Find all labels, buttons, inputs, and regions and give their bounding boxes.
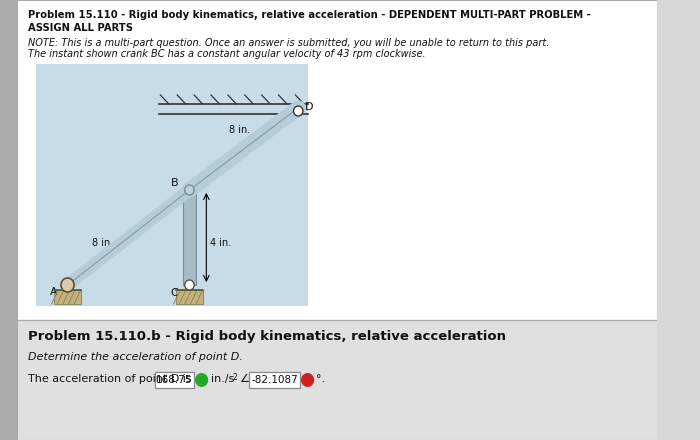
Text: ✓: ✓: [198, 375, 205, 385]
Circle shape: [301, 373, 314, 387]
Text: 4 in.: 4 in.: [210, 238, 231, 247]
Text: 168.75: 168.75: [156, 375, 192, 385]
Text: C: C: [170, 288, 178, 298]
Text: ASSIGN ALL PARTS: ASSIGN ALL PARTS: [28, 23, 133, 33]
Text: 8 in.: 8 in.: [228, 125, 250, 135]
Text: Problem 15.110 - Rigid body kinematics, relative acceleration - DEPENDENT MULTI-: Problem 15.110 - Rigid body kinematics, …: [28, 10, 591, 20]
FancyBboxPatch shape: [155, 372, 194, 388]
Circle shape: [61, 278, 74, 292]
Bar: [55, 290, 80, 304]
Text: The acceleration of point D is: The acceleration of point D is: [28, 374, 195, 384]
Circle shape: [195, 373, 208, 387]
Circle shape: [185, 185, 194, 195]
Bar: [0, 0, 17, 440]
Text: -82.1087: -82.1087: [251, 375, 298, 385]
Circle shape: [293, 106, 303, 116]
Bar: [183, 190, 196, 285]
Bar: [36, 64, 307, 306]
Circle shape: [185, 280, 194, 290]
Text: A: A: [50, 287, 57, 297]
Text: °.: °.: [316, 374, 326, 384]
Text: Problem 15.110.b - Rigid body kinematics, relative acceleration: Problem 15.110.b - Rigid body kinematics…: [28, 330, 506, 343]
FancyBboxPatch shape: [249, 372, 300, 388]
Bar: [17, 0, 657, 320]
Text: Determine the acceleration of point D.: Determine the acceleration of point D.: [28, 352, 243, 362]
Text: ∠: ∠: [239, 374, 249, 384]
Text: B: B: [171, 178, 178, 188]
Text: The instant shown crank BC has a constant angular velocity of 43 rpm clockwise.: The instant shown crank BC has a constan…: [28, 49, 426, 59]
Text: in./s: in./s: [211, 374, 234, 384]
Bar: [176, 290, 202, 304]
Text: ✕: ✕: [304, 375, 311, 385]
Bar: [17, 320, 657, 440]
Text: 2: 2: [232, 373, 237, 382]
Text: 8 in.: 8 in.: [92, 238, 113, 247]
Text: NOTE: This is a multi-part question. Once an answer is submitted, you will be un: NOTE: This is a multi-part question. Onc…: [28, 38, 550, 48]
Text: D: D: [304, 102, 314, 112]
